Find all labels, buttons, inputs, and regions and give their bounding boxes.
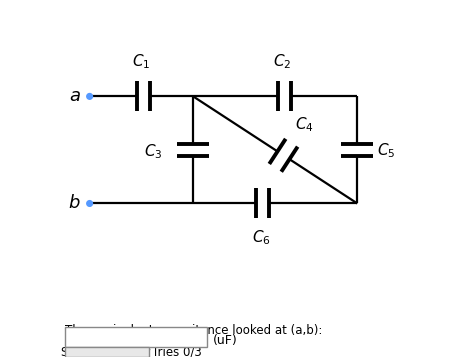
Text: $C_6$: $C_6$ — [253, 228, 271, 247]
Text: $C_4$: $C_4$ — [295, 115, 314, 134]
FancyBboxPatch shape — [65, 347, 149, 357]
Circle shape — [87, 94, 93, 99]
Text: Tries 0/3: Tries 0/3 — [152, 346, 202, 357]
Text: $C_5$: $C_5$ — [377, 141, 396, 160]
Circle shape — [87, 201, 93, 206]
Text: $a$: $a$ — [69, 87, 81, 105]
FancyBboxPatch shape — [65, 327, 207, 347]
Text: The equivalent capacitance looked at (a,b):: The equivalent capacitance looked at (a,… — [65, 325, 322, 337]
Text: (uF): (uF) — [213, 335, 237, 347]
Text: $C_1$: $C_1$ — [132, 53, 151, 71]
Text: $C_3$: $C_3$ — [144, 142, 163, 161]
Text: $b$: $b$ — [68, 195, 81, 212]
Text: Submit Answer: Submit Answer — [61, 346, 150, 357]
Text: $C_2$: $C_2$ — [273, 53, 292, 71]
